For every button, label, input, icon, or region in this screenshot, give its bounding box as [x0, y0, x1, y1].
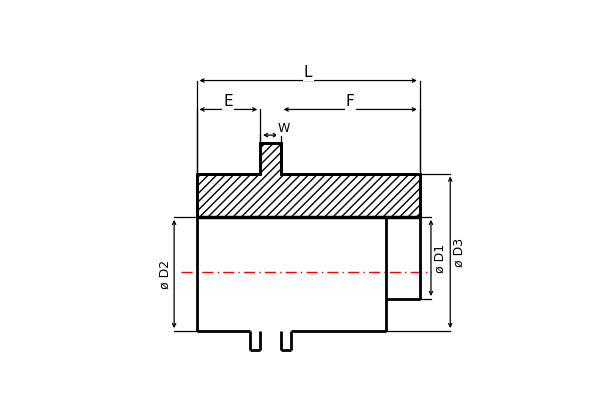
Text: L: L: [304, 65, 313, 80]
Text: W: W: [277, 122, 290, 135]
Text: ø D3: ø D3: [453, 238, 466, 267]
Text: ø D2: ø D2: [159, 259, 171, 289]
Text: ø D1: ø D1: [433, 244, 447, 272]
Polygon shape: [196, 143, 420, 217]
Text: E: E: [224, 94, 233, 109]
Text: F: F: [346, 94, 355, 109]
